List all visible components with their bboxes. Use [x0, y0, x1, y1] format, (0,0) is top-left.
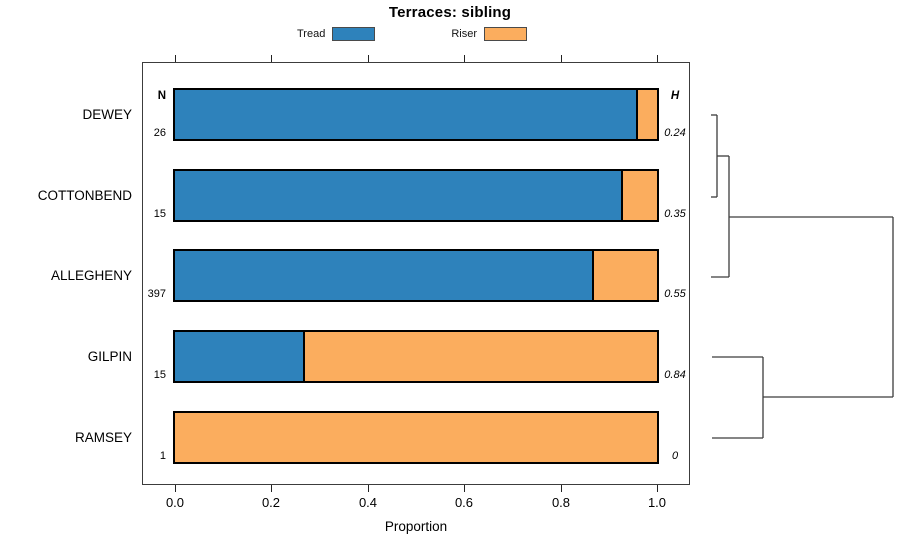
axis-tick-label: 0.6: [454, 495, 474, 510]
axis-tick-bottom: [368, 485, 369, 492]
n-column-header: N: [157, 90, 166, 102]
axis-tick-top: [464, 55, 465, 62]
legend: Tread Riser: [297, 25, 527, 43]
axis-tick-label: 0.4: [358, 495, 378, 510]
bar-segment-tread: [175, 332, 306, 381]
legend-label-tread: Tread: [297, 28, 326, 40]
legend-item-tread: Tread: [297, 27, 376, 41]
bar-segment-riser: [594, 251, 657, 300]
axis-tick-top: [368, 55, 369, 62]
axis-tick-bottom: [657, 485, 658, 492]
h-value-ramsey: 0: [671, 450, 679, 462]
axis-tick-top: [175, 55, 176, 62]
axis-tick-label: 1.0: [647, 495, 667, 510]
axis-tick-bottom: [271, 485, 272, 492]
chart-title: Terraces: sibling: [388, 4, 512, 21]
category-label-dewey: DEWEY: [82, 107, 132, 122]
bar-segment-tread: [175, 251, 595, 300]
h-value-cottonbend: 0.35: [664, 208, 686, 220]
dendrogram: [711, 114, 894, 439]
axis-tick-label: 0.2: [261, 495, 281, 510]
legend-label-riser: Riser: [451, 28, 477, 40]
bar-allegheny: [173, 249, 659, 302]
n-value-allegheny: 397: [147, 288, 166, 300]
axis-tick-top: [561, 55, 562, 62]
bar-segment-tread: [175, 90, 638, 139]
bar-segment-riser: [637, 90, 657, 139]
bar-ramsey: [173, 411, 659, 464]
axis-tick-label: 0.8: [551, 495, 571, 510]
n-value-ramsey: 1: [159, 450, 166, 462]
bar-gilpin: [173, 330, 659, 383]
axis-tick-top: [657, 55, 658, 62]
legend-item-riser: Riser: [451, 27, 527, 41]
h-value-dewey: 0.24: [664, 127, 686, 139]
bar-dewey: [173, 88, 659, 141]
legend-swatch-tread: [332, 27, 376, 41]
category-label-gilpin: GILPIN: [87, 349, 132, 364]
bar-segment-riser: [623, 171, 657, 220]
h-column-header: H: [670, 90, 680, 102]
h-value-allegheny: 0.55: [664, 288, 686, 300]
legend-swatch-riser: [484, 27, 527, 41]
h-value-gilpin: 0.84: [664, 369, 686, 381]
n-value-gilpin: 15: [153, 369, 166, 381]
bar-segment-tread: [175, 171, 624, 220]
axis-tick-label: 0.0: [165, 495, 185, 510]
bar-segment-riser: [305, 332, 657, 381]
bar-cottonbend: [173, 169, 659, 222]
category-label-allegheny: ALLEGHENY: [50, 268, 132, 283]
n-value-dewey: 26: [153, 127, 166, 139]
category-label-ramsey: RAMSEY: [74, 430, 132, 445]
category-label-cottonbend: COTTONBEND: [37, 188, 132, 203]
axis-tick-bottom: [464, 485, 465, 492]
bar-segment-riser: [175, 413, 657, 462]
axis-tick-top: [271, 55, 272, 62]
n-value-cottonbend: 15: [153, 208, 166, 220]
axis-tick-bottom: [175, 485, 176, 492]
x-axis-title: Proportion: [384, 519, 448, 534]
axis-tick-bottom: [561, 485, 562, 492]
